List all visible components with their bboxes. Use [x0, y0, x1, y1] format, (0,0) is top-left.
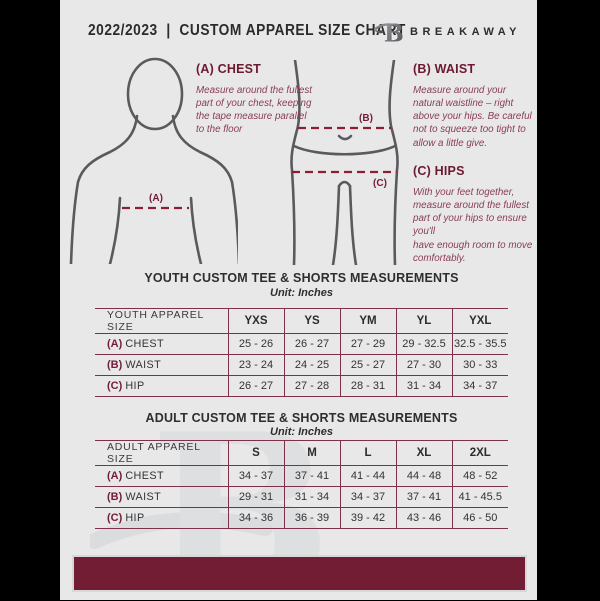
table-row: (B) WAIST 23 - 24 24 - 25 25 - 27 27 - 3…: [95, 354, 508, 376]
value-cell: 28 - 31: [339, 375, 396, 397]
value-cell: 48 - 52: [451, 465, 508, 487]
adult-table-title: ADULT CUSTOM TEE & SHORTS MEASUREMENTS: [145, 411, 458, 425]
adult-size-col-header: ADULT APPAREL SIZE: [95, 440, 228, 466]
left-hip-leg: [290, 60, 301, 265]
right-inner-leg: [348, 184, 358, 265]
value-cell: 43 - 46: [395, 507, 452, 529]
table-row: (C) HIP 34 - 36 36 - 39 39 - 42 43 - 46 …: [95, 507, 508, 529]
value-cell: 31 - 34: [395, 375, 452, 397]
youth-header-row: YOUTH APPAREL SIZE YXS YS YM YL YXL: [95, 308, 508, 334]
adult-size-table: ADULT APPAREL SIZE S M L XL 2XL (A) CHES…: [95, 440, 508, 529]
value-cell: 41 - 45.5: [451, 486, 508, 508]
hip-curve: [292, 144, 397, 156]
value-cell: 39 - 42: [339, 507, 396, 529]
value-cell: 34 - 37: [451, 375, 508, 397]
value-cell: 36 - 39: [283, 507, 340, 529]
value-cell: 31 - 34: [283, 486, 340, 508]
right-hip-leg: [388, 60, 399, 265]
right-inner-arm: [189, 196, 203, 264]
hips-guide: (C) HIPS With your feet together, measur…: [413, 164, 537, 265]
hips-guide-heading: (C) HIPS: [413, 164, 465, 178]
value-cell: 34 - 37: [227, 465, 284, 487]
size-header: YM: [339, 308, 396, 334]
value-cell: 30 - 33: [451, 354, 508, 376]
value-cell: 27 - 30: [395, 354, 452, 376]
waist-guide-body: Measure around your natural waistline – …: [413, 85, 532, 149]
breakaway-logo-icon: B: [374, 20, 404, 48]
right-shoulder-arm: [171, 114, 238, 264]
waist-guide-heading: (B) WAIST: [413, 62, 476, 76]
size-header: M: [283, 440, 340, 466]
chest-guide: (A) CHEST Measure around the fullest par…: [196, 62, 314, 137]
value-cell: 25 - 26: [227, 333, 284, 355]
youth-size-table: YOUTH APPAREL SIZE YXS YS YM YL YXL (A) …: [95, 308, 508, 397]
size-header: XL: [395, 440, 452, 466]
left-inner-leg: [331, 184, 341, 265]
value-cell: 29 - 32.5: [395, 333, 452, 355]
value-cell: 37 - 41: [395, 486, 452, 508]
table-row: (C) HIP 26 - 27 27 - 28 28 - 31 31 - 34 …: [95, 375, 508, 397]
lower-body-figure: (B) (C): [290, 60, 399, 265]
value-cell: 34 - 36: [227, 507, 284, 529]
chart-page: 2022/2023 | CUSTOM APPAREL SIZE CHART B …: [60, 0, 537, 601]
brand-name: BREAKAWAY: [410, 26, 521, 38]
value-cell: 23 - 24: [227, 354, 284, 376]
torso-figure: (A): [69, 57, 238, 264]
size-header: L: [339, 440, 396, 466]
chest-guide-heading: (A) CHEST: [196, 62, 261, 76]
value-cell: 24 - 25: [283, 354, 340, 376]
size-header: YXS: [227, 308, 284, 334]
value-cell: 26 - 27: [283, 333, 340, 355]
waist-marker-label: (B): [359, 113, 373, 124]
value-cell: 27 - 28: [283, 375, 340, 397]
adult-header-row: ADULT APPAREL SIZE S M L XL 2XL: [95, 440, 508, 466]
size-header: YS: [283, 308, 340, 334]
row-label-cell: (C) HIP: [95, 507, 228, 529]
size-header: YL: [395, 308, 452, 334]
navel-mark: [337, 134, 353, 141]
left-inner-arm: [108, 196, 122, 264]
table-row: (B) WAIST 29 - 31 31 - 34 34 - 37 37 - 4…: [95, 486, 508, 508]
table-row: (A) CHEST 34 - 37 37 - 41 41 - 44 44 - 4…: [95, 465, 508, 487]
hips-guide-body: With your feet together, measure around …: [413, 187, 533, 264]
value-cell: 29 - 31: [227, 486, 284, 508]
table-row: (A) CHEST 25 - 26 26 - 27 27 - 29 29 - 3…: [95, 333, 508, 355]
chest-guide-body: Measure around the fullest part of your …: [196, 85, 312, 136]
youth-table-title: YOUTH CUSTOM TEE & SHORTS MEASUREMENTS: [144, 271, 459, 285]
youth-table-unit: Unit: Inches: [270, 287, 333, 299]
row-label-cell: (A) CHEST: [95, 333, 228, 355]
value-cell: 46 - 50: [451, 507, 508, 529]
adult-table-unit: Unit: Inches: [270, 426, 333, 438]
page-title: 2022/2023 | CUSTOM APPAREL SIZE CHART: [88, 22, 406, 39]
svg-text:B: B: [384, 20, 404, 48]
row-label-cell: (B) WAIST: [95, 354, 228, 376]
left-shoulder-arm: [69, 114, 139, 264]
value-cell: 37 - 41: [283, 465, 340, 487]
waist-guide: (B) WAIST Measure around your natural wa…: [413, 62, 537, 150]
value-cell: 44 - 48: [395, 465, 452, 487]
size-header: 2XL: [451, 440, 508, 466]
value-cell: 25 - 27: [339, 354, 396, 376]
hips-marker-label: (C): [373, 178, 387, 189]
value-cell: 34 - 37: [339, 486, 396, 508]
size-header: S: [227, 440, 284, 466]
footer-bar: [72, 555, 527, 592]
size-header: YXL: [451, 308, 508, 334]
row-label-cell: (C) HIP: [95, 375, 228, 397]
head-outline: [126, 57, 184, 131]
row-label-cell: (B) WAIST: [95, 486, 228, 508]
value-cell: 27 - 29: [339, 333, 396, 355]
chest-marker-label: (A): [149, 193, 163, 204]
value-cell: 41 - 44: [339, 465, 396, 487]
brand-lockup: B BREAKAWAY: [374, 15, 521, 49]
crotch-arc: [337, 180, 352, 188]
value-cell: 26 - 27: [227, 375, 284, 397]
value-cell: 32.5 - 35.5: [451, 333, 508, 355]
row-label-cell: (A) CHEST: [95, 465, 228, 487]
youth-size-col-header: YOUTH APPAREL SIZE: [95, 308, 228, 334]
